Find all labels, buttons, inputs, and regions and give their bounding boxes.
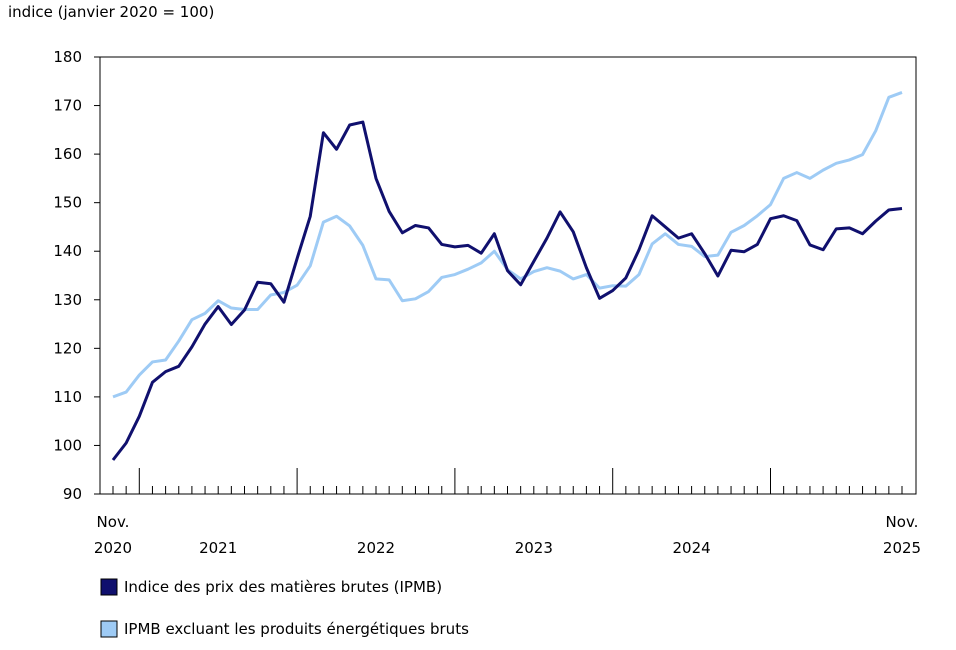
y-tick-label: 110 bbox=[53, 388, 82, 406]
y-tick-label: 180 bbox=[53, 48, 82, 66]
plot-frame bbox=[99, 56, 917, 495]
y-tick-label: 170 bbox=[53, 97, 82, 115]
x-tick-label: 2021 bbox=[199, 539, 237, 557]
y-tick-label: 90 bbox=[63, 485, 82, 503]
legend-label: IPMB excluant les produits énergétiques … bbox=[124, 620, 469, 638]
y-tick-label: 140 bbox=[53, 242, 82, 260]
y-tick-label: 120 bbox=[53, 339, 82, 357]
x-tick-label: 2024 bbox=[673, 539, 711, 557]
legend-swatch bbox=[100, 620, 118, 638]
x-tick-label: Nov. 2020 bbox=[94, 513, 132, 557]
series-line bbox=[112, 91, 903, 399]
y-tick-label: 130 bbox=[53, 291, 82, 309]
y-axis-label: indice (janvier 2020 = 100) bbox=[8, 3, 214, 21]
legend-swatch bbox=[100, 578, 118, 596]
series-line bbox=[111, 120, 903, 461]
y-tick-label: 100 bbox=[53, 436, 82, 454]
y-tick-label: 150 bbox=[53, 194, 82, 212]
x-tick-label: Nov. 2025 bbox=[883, 513, 921, 557]
y-tick-label: 160 bbox=[53, 145, 82, 163]
x-tick-label: 2023 bbox=[515, 539, 553, 557]
legend-label: Indice des prix des matières brutes (IPM… bbox=[124, 578, 442, 596]
x-tick-label: 2022 bbox=[357, 539, 395, 557]
